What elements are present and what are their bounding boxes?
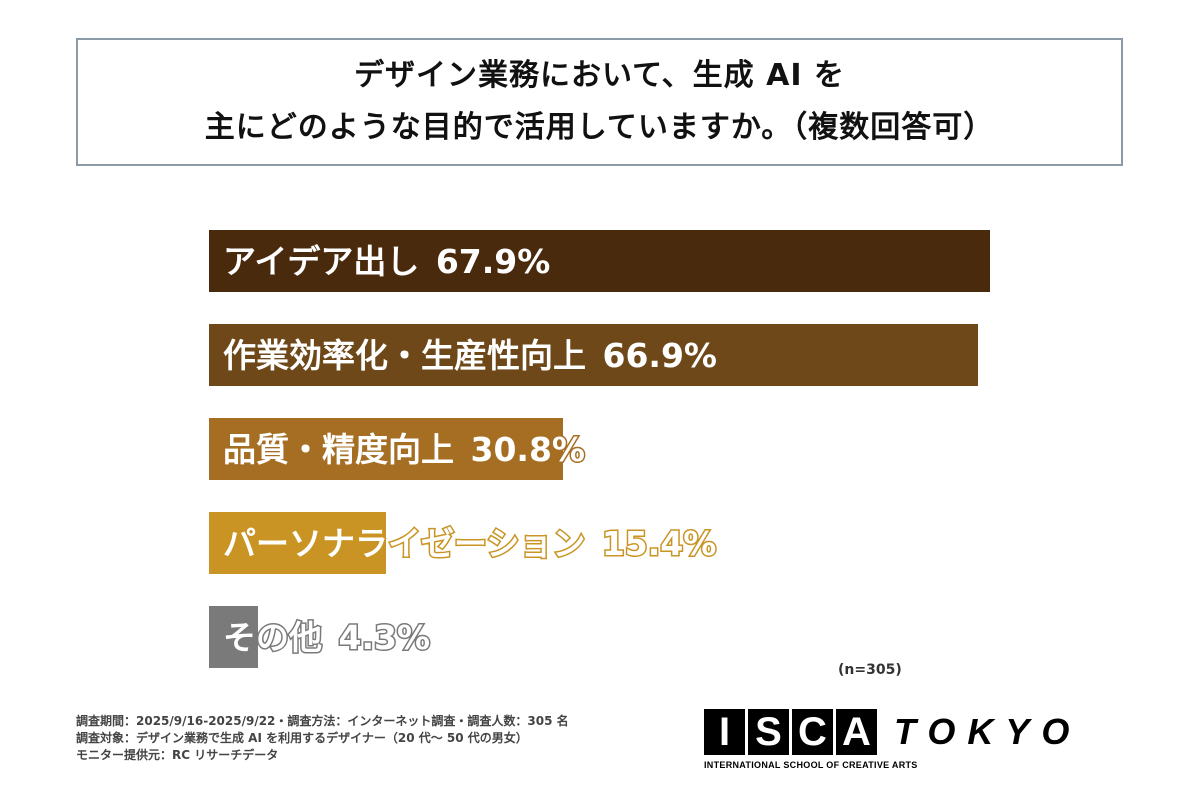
bar-label-1: 作業効率化・生産性向上 66.9% <box>223 336 717 375</box>
logo-letter-box: I <box>704 709 745 755</box>
footnote-monitor-source: モニター提供元：RC リサーチデータ <box>76 748 279 762</box>
logo-letter-box: S <box>748 709 789 755</box>
isca-tokyo-logo: I S C A TOKYO INTERNATIONAL SCHOOL OF CR… <box>704 709 1134 773</box>
sample-size-label: (n=305) <box>838 662 902 678</box>
bar-0 <box>209 230 990 292</box>
title-line-1: デザイン業務において、生成 AI を <box>354 58 845 93</box>
bar-label-0: アイデア出し 67.9% <box>223 242 550 281</box>
bar-4 <box>209 606 258 668</box>
bar-label-2: 品質・精度向上 30.8% <box>223 430 585 469</box>
bar-2 <box>209 418 563 480</box>
footnote-survey-period: 調査期間：2025/9/16-2025/9/22・調査方法：インターネット調査・… <box>76 714 569 728</box>
logo-city-text: TOKYO <box>894 711 1082 752</box>
bar-3 <box>209 512 386 574</box>
footnotes: 調査期間：2025/9/16-2025/9/22・調査方法：インターネット調査・… <box>76 713 569 764</box>
bar-label-4: その他 4.3% <box>223 618 430 657</box>
logo-subtitle: INTERNATIONAL SCHOOL OF CREATIVE ARTS <box>704 760 918 770</box>
footnote-survey-target: 調査対象：デザイン業務で生成 AI を利用するデザイナー（20 代～ 50 代の… <box>76 731 528 745</box>
logo-letter-box: A <box>836 709 877 755</box>
bar-label-3: パーソナライゼーション 15.4% <box>223 524 716 563</box>
title-box: デザイン業務において、生成 AI を 主にどのような目的で活用していますか。（複… <box>76 38 1123 166</box>
title-line-2: 主にどのような目的で活用していますか。（複数回答可） <box>204 110 995 145</box>
bar-1 <box>209 324 978 386</box>
logo-letter-box: C <box>792 709 833 755</box>
